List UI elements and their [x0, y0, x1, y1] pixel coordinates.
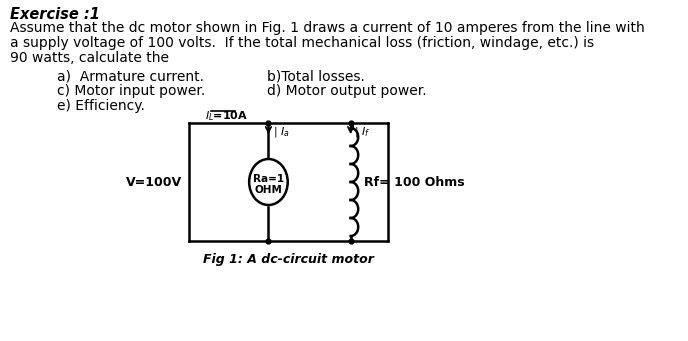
Text: a supply voltage of 100 volts.  If the total mechanical loss (friction, windage,: a supply voltage of 100 volts. If the to…: [10, 36, 594, 50]
Text: V=100V: V=100V: [126, 176, 182, 189]
Text: $I_L$=10A: $I_L$=10A: [205, 109, 248, 123]
Text: Assume that the dc motor shown in Fig. 1 draws a current of 10 amperes from the : Assume that the dc motor shown in Fig. 1…: [10, 21, 645, 35]
Text: OHM: OHM: [255, 185, 282, 195]
Text: | $I_a$: | $I_a$: [272, 125, 290, 139]
Text: Fig 1: A dc-circuit motor: Fig 1: A dc-circuit motor: [203, 253, 374, 266]
Text: Rf= 100 Ohms: Rf= 100 Ohms: [364, 176, 464, 189]
Text: Exercise :1: Exercise :1: [10, 7, 100, 22]
Text: e) Efficiency.: e) Efficiency.: [57, 99, 145, 113]
Text: c) Motor input power.: c) Motor input power.: [57, 84, 205, 98]
Text: d) Motor output power.: d) Motor output power.: [267, 84, 427, 98]
Text: b)Total losses.: b)Total losses.: [267, 69, 365, 83]
Text: 90 watts, calculate the: 90 watts, calculate the: [10, 51, 169, 65]
Text: a)  Armature current.: a) Armature current.: [57, 69, 204, 83]
Text: Ra=1: Ra=1: [253, 174, 284, 184]
Text: | $I_f$: | $I_f$: [354, 125, 370, 139]
